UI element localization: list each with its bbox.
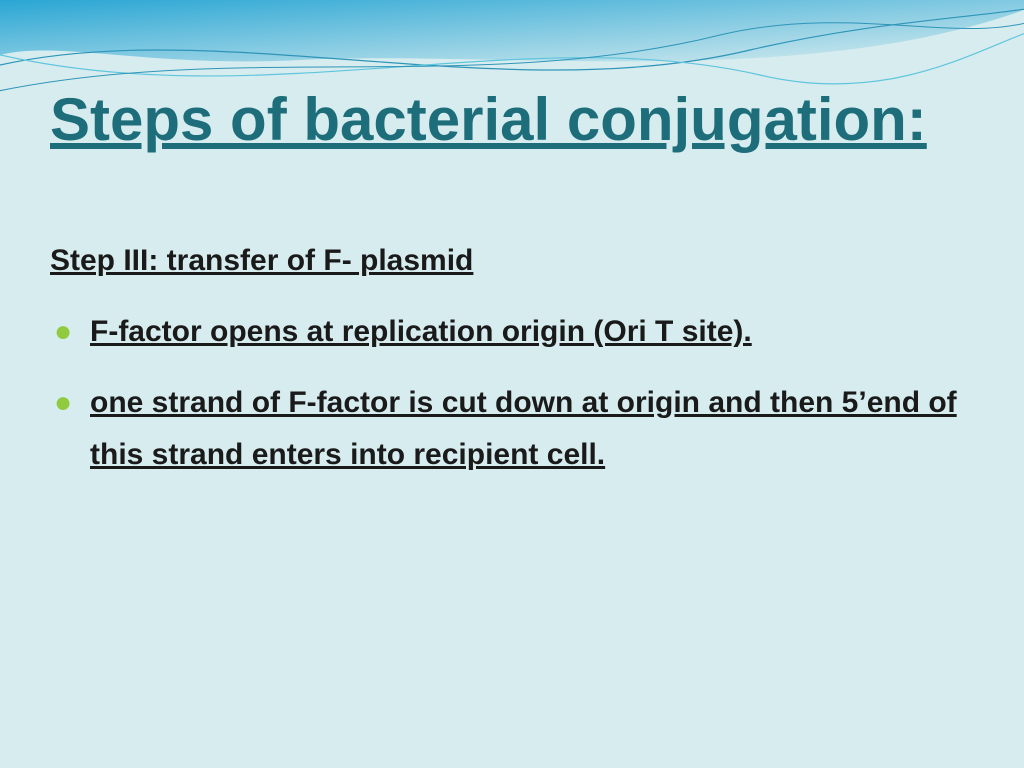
slide: Steps of bacterial conjugation: Step III… <box>0 0 1024 768</box>
content-area: Steps of bacterial conjugation: Step III… <box>0 0 1024 482</box>
list-item: F-factor opens at replication origin (Or… <box>80 306 974 359</box>
step-subheading: Step III: transfer of F- plasmid <box>50 244 974 278</box>
slide-title: Steps of bacterial conjugation: <box>50 85 974 154</box>
bullet-list: F-factor opens at replication origin (Or… <box>50 306 974 482</box>
list-item: one strand of F-factor is cut down at or… <box>80 377 974 482</box>
